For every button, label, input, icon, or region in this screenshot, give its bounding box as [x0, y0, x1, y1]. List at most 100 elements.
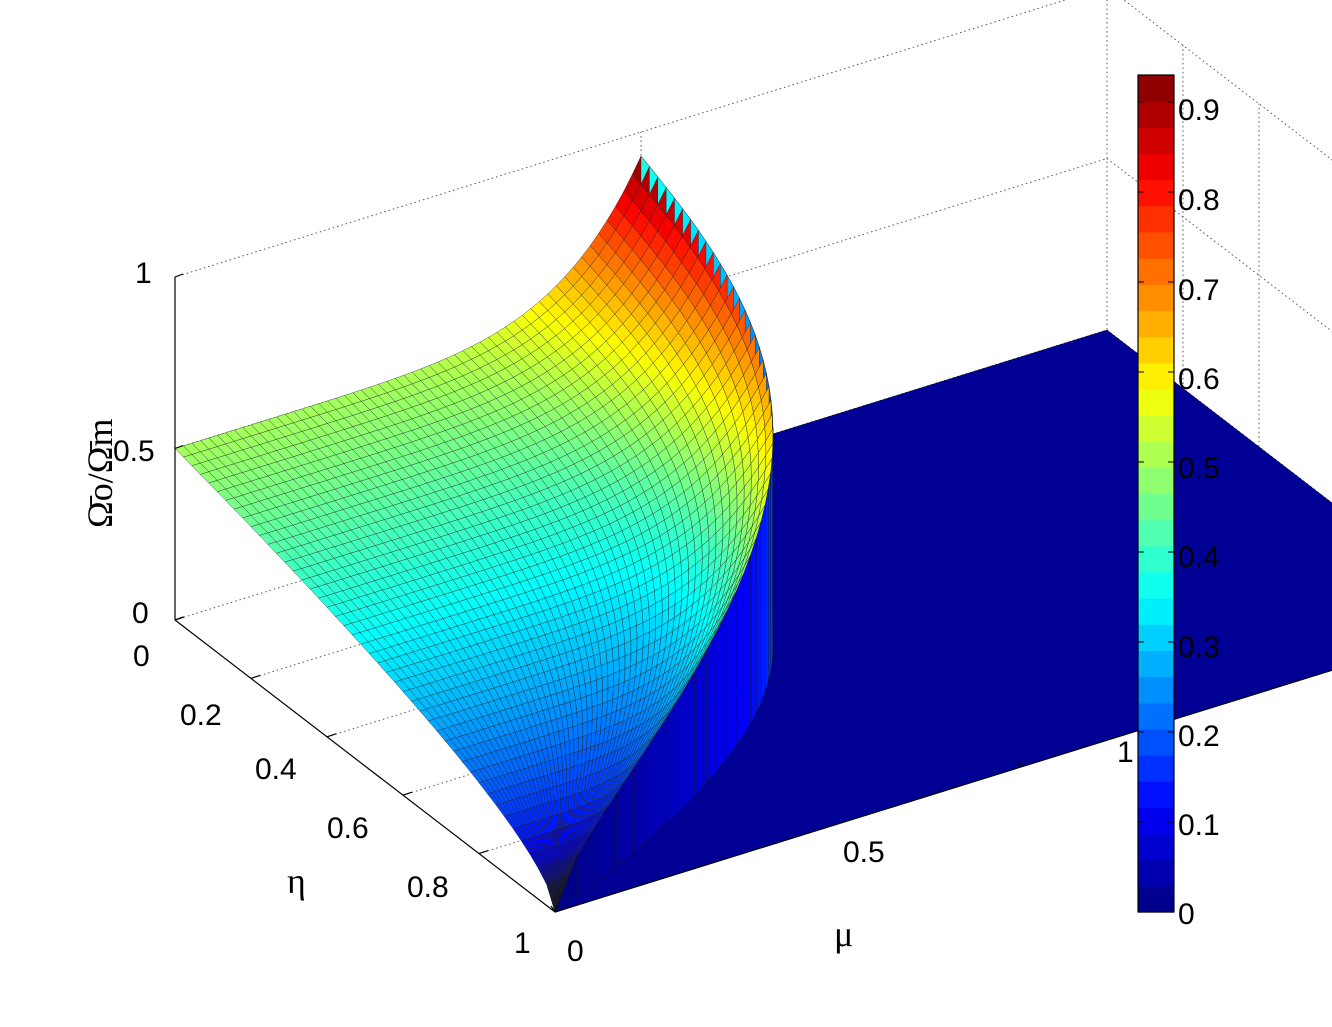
colorbar-tick-label: 0.7 — [1178, 274, 1220, 307]
z-tick-label: 0.5 — [113, 435, 155, 468]
surface-patch — [563, 782, 567, 799]
surface-patch — [602, 675, 609, 691]
surface-patch — [555, 813, 559, 831]
colorbar-band — [1138, 284, 1174, 312]
surface-patch — [605, 648, 614, 664]
mu-tick-label: 1 — [1117, 736, 1134, 769]
colorbar-band — [1138, 624, 1174, 652]
surface-patch — [607, 686, 614, 702]
surface-patch — [560, 797, 564, 814]
colorbar-band — [1138, 702, 1174, 730]
colorbar-band — [1138, 362, 1174, 390]
surface-wall-patch — [761, 504, 766, 703]
eta-tick-mark — [554, 908, 565, 913]
colorbar-band — [1138, 493, 1174, 521]
surface-wall-patch — [735, 573, 744, 747]
surface-patch — [592, 705, 598, 721]
colorbar-band — [1138, 598, 1174, 625]
surface-patch — [607, 673, 614, 689]
surface-patch — [562, 768, 567, 785]
surface-wall-patch — [694, 650, 707, 797]
colorbar-frame — [1137, 74, 1175, 913]
colorbar-band — [1138, 519, 1174, 547]
surface-wall-patch — [756, 521, 762, 713]
surface-wall-patch — [717, 611, 728, 771]
z-tick-label: 0 — [132, 597, 149, 630]
colorbar-tick-label: 0.8 — [1178, 184, 1220, 217]
colorbar-tick-label: 0.3 — [1178, 631, 1220, 664]
surface-patch — [559, 783, 564, 800]
surface-patch — [569, 739, 575, 755]
surface-patch — [564, 740, 571, 756]
surface-patch — [596, 677, 603, 693]
eta-tick-label: 0.8 — [407, 871, 449, 904]
surface-patch — [580, 696, 588, 711]
colorbar-band — [1138, 310, 1174, 338]
surface-patch — [565, 754, 571, 770]
surface-patch — [586, 706, 593, 723]
surface-patch — [586, 694, 593, 710]
wall-grid-line — [1106, 158, 1332, 333]
colorbar-band — [1138, 258, 1174, 285]
eta-tick-mark — [402, 791, 413, 796]
surface-patch — [569, 752, 575, 769]
eta-axis-label: η — [287, 861, 306, 901]
z-tick-mark — [174, 273, 184, 278]
surface-patch — [581, 708, 588, 724]
surface-patch — [601, 662, 609, 679]
colorbar-band — [1138, 885, 1174, 913]
colorbar-band — [1138, 807, 1174, 835]
colorbar-band — [1138, 571, 1174, 599]
surface-wall-patch — [554, 856, 578, 913]
colorbar-band — [1138, 205, 1174, 233]
surface-wall-patch — [726, 592, 737, 759]
surface-patch — [572, 724, 579, 740]
colorbar-band — [1138, 755, 1174, 782]
colorbar-tick-label: 0.2 — [1178, 720, 1220, 753]
surface-patch — [591, 692, 598, 708]
colorbar-tick-label: 0.4 — [1178, 541, 1220, 574]
colorbar-band — [1138, 153, 1174, 181]
colorbar-band — [1138, 441, 1174, 468]
mu-tick-mark — [550, 905, 556, 913]
colorbar-tick-label: 0.6 — [1178, 363, 1220, 396]
surface-patch — [612, 645, 620, 662]
surface-patch — [582, 721, 588, 737]
surface-patch — [613, 670, 620, 687]
surface-patch — [618, 655, 626, 672]
colorbar-band — [1138, 467, 1174, 495]
z-tick-mark — [174, 444, 184, 450]
eta-tick-label: 0.2 — [180, 699, 222, 732]
colorbar-band — [1138, 231, 1174, 259]
surface-wall-patch — [768, 473, 771, 682]
surface-patch — [607, 660, 614, 676]
z-axis-label: Ω̄o/Ω̄m — [80, 418, 120, 528]
surface-patch — [602, 688, 609, 704]
eta-tick-mark — [478, 850, 489, 855]
surface-wall-patch — [765, 488, 769, 692]
colorbar-band — [1138, 101, 1174, 128]
z-tick-label: 1 — [135, 257, 152, 290]
surface-patch — [573, 751, 579, 767]
eta-axis-line — [174, 619, 556, 913]
colorbar-band — [1138, 728, 1174, 756]
colorbar-band — [1138, 545, 1174, 573]
colorbar-band — [1138, 179, 1174, 207]
surface-wall-patch — [750, 538, 757, 724]
colorbar-tick-label: 0 — [1178, 898, 1195, 931]
surface-patch — [590, 679, 598, 695]
colorbar-band — [1138, 859, 1174, 887]
surface-wall-patch — [770, 457, 773, 672]
surface-patch — [557, 798, 561, 815]
colorbar-tick-label: 0.1 — [1178, 809, 1220, 842]
colorbar-band — [1138, 336, 1174, 364]
surface-wall-patch — [681, 671, 695, 810]
mu-tick-mark — [1016, 760, 1022, 768]
eta-tick-mark — [174, 616, 185, 621]
surface-patch — [613, 658, 620, 674]
colorbar-band — [1138, 415, 1174, 442]
colorbar-tick-label: 0.9 — [1178, 94, 1220, 127]
surface-patch — [587, 719, 593, 736]
surface-patch — [577, 723, 583, 739]
